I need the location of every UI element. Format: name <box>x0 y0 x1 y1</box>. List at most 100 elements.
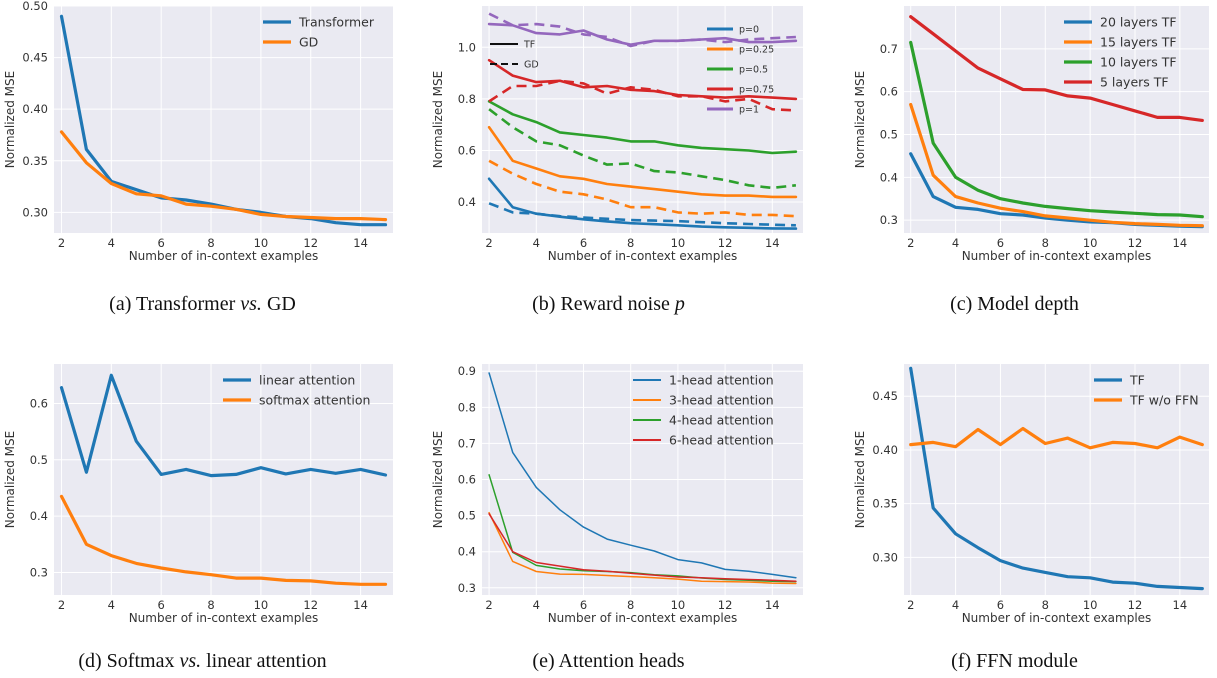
data-point <box>654 207 655 208</box>
y-tick-label: 0.4 <box>458 195 476 209</box>
data-point <box>748 150 749 151</box>
data-point <box>654 189 655 190</box>
data-point <box>701 581 702 582</box>
y-axis-label: Normalized MSE <box>431 71 445 168</box>
data-point <box>677 225 678 226</box>
x-tick-label: 6 <box>158 236 165 250</box>
data-point <box>772 42 773 43</box>
data-point <box>1112 211 1113 212</box>
data-point <box>512 173 513 174</box>
data-point <box>512 127 513 128</box>
legend-label: 10 layers TF <box>1100 55 1177 70</box>
data-point <box>583 527 584 528</box>
data-point <box>559 26 560 27</box>
x-axis-label: Number of in-context examples <box>962 249 1152 263</box>
x-tick-label: 4 <box>952 598 959 612</box>
series-line-e-3 <box>488 513 797 583</box>
y-tick-label: 0.4 <box>458 545 476 559</box>
data-point <box>1134 223 1135 224</box>
x-tick-label: 14 <box>765 236 780 250</box>
y-tick-label: 1.0 <box>458 40 476 54</box>
data-point <box>1000 213 1001 214</box>
data-point <box>977 547 978 548</box>
data-point <box>910 16 911 17</box>
data-point <box>1000 560 1001 561</box>
data-point <box>677 40 678 41</box>
data-point <box>748 39 749 40</box>
data-point <box>210 574 211 575</box>
x-tick-label: 12 <box>303 236 318 250</box>
data-point <box>606 39 607 40</box>
legend-label: 3-head attention <box>669 393 774 408</box>
x-tick-label: 10 <box>254 598 269 612</box>
data-point <box>1090 220 1091 221</box>
data-point <box>335 473 336 474</box>
data-point <box>772 152 773 153</box>
data-point <box>559 573 560 574</box>
data-point <box>536 168 537 169</box>
x-tick-label: 14 <box>765 598 780 612</box>
data-point <box>910 153 911 154</box>
y-tick-label: 0.40 <box>872 443 898 457</box>
data-point <box>748 96 749 97</box>
x-tick-label: 6 <box>580 598 587 612</box>
data-point <box>933 175 934 176</box>
x-tick-label: 14 <box>1173 236 1188 250</box>
data-point <box>61 131 62 132</box>
data-point <box>161 195 162 196</box>
data-point <box>795 98 796 99</box>
data-point <box>161 567 162 568</box>
x-tick-label: 12 <box>303 598 318 612</box>
data-point <box>725 42 726 43</box>
y-tick-label: 0.7 <box>458 436 476 450</box>
series-line-b-3 <box>488 159 796 218</box>
x-tick-label: 8 <box>1042 236 1049 250</box>
data-point <box>748 185 749 186</box>
data-point <box>488 60 489 61</box>
data-point <box>1179 117 1180 118</box>
series-line-c-2 <box>909 40 1204 219</box>
data-point <box>583 219 584 220</box>
series-line-b-6 <box>487 58 798 101</box>
data-point <box>136 189 137 190</box>
data-point <box>559 509 560 510</box>
data-point <box>235 474 236 475</box>
data-point <box>1045 206 1046 207</box>
data-point <box>512 85 513 86</box>
legend-style-label: GD <box>524 60 539 71</box>
data-point <box>677 145 678 146</box>
data-point <box>795 228 796 229</box>
data-point <box>1090 210 1091 211</box>
data-point <box>654 577 655 578</box>
data-point <box>583 178 584 179</box>
x-tick-label: 2 <box>907 598 914 612</box>
series-line-e-1 <box>488 511 797 585</box>
data-point <box>630 186 631 187</box>
data-point <box>772 196 773 197</box>
data-point <box>61 387 62 388</box>
data-point <box>725 569 726 570</box>
data-point <box>136 563 137 564</box>
data-point <box>1112 222 1113 223</box>
y-tick-label: 0.6 <box>30 396 48 410</box>
data-point <box>795 216 796 217</box>
y-tick-label: 0.30 <box>22 205 48 219</box>
data-point <box>1134 110 1135 111</box>
data-point <box>235 209 236 210</box>
y-tick-label: 0.3 <box>30 565 48 579</box>
data-point <box>512 207 513 208</box>
data-point <box>385 219 386 220</box>
data-point <box>488 160 489 161</box>
data-point <box>335 222 336 223</box>
x-axis-label: Number of in-context examples <box>962 611 1152 625</box>
data-point <box>161 474 162 475</box>
y-tick-label: 0.6 <box>880 85 898 99</box>
data-point <box>748 42 749 43</box>
data-point <box>260 577 261 578</box>
data-point <box>1112 104 1113 105</box>
data-point <box>654 91 655 92</box>
data-point <box>910 444 911 445</box>
series-line-b-4 <box>487 100 798 155</box>
x-tick-label: 12 <box>718 598 733 612</box>
y-tick-label: 0.45 <box>872 389 898 403</box>
